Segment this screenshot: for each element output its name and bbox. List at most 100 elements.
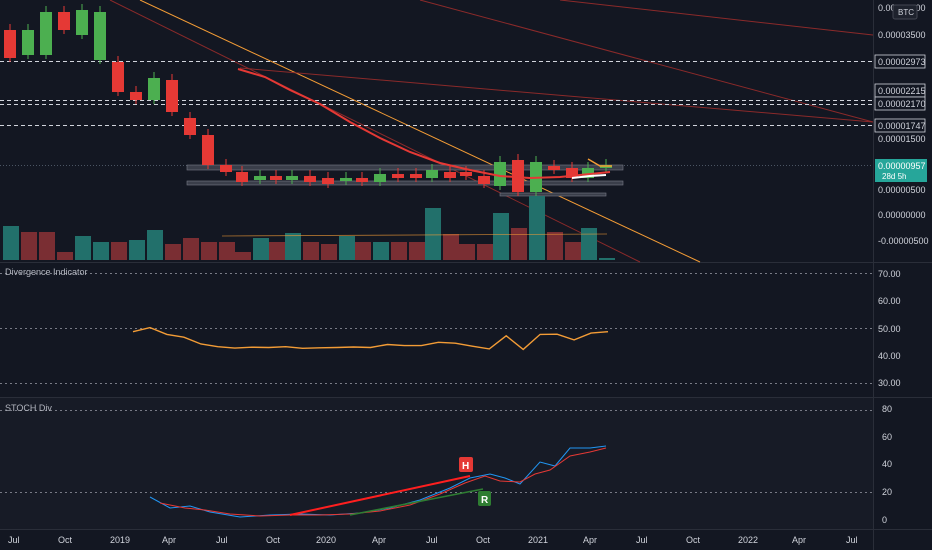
div-tick: 60.00 (878, 296, 901, 306)
price-axis[interactable]: 0.00000000 BTC 0.00003500 0.00001500 0.0… (874, 3, 929, 246)
candle[interactable] (184, 118, 196, 135)
candle[interactable] (460, 172, 472, 176)
level-label: 0.00002973 (878, 57, 926, 67)
volume-bar (565, 242, 581, 260)
time-label: Jul (216, 535, 228, 545)
candle[interactable] (40, 12, 52, 55)
volume-bar (425, 208, 441, 260)
time-label: 2019 (110, 535, 130, 545)
time-axis[interactable]: Jul Oct 2019 Apr Jul Oct 2020 Apr Jul Oc… (8, 535, 858, 545)
candle[interactable] (356, 178, 368, 182)
volume-bar (409, 242, 425, 260)
volume-bar (321, 244, 337, 260)
time-label: Jul (8, 535, 20, 545)
time-label: Jul (636, 535, 648, 545)
hidden-divergence-marker[interactable] (459, 457, 473, 472)
divergence-axis[interactable]: 70.00 60.00 50.00 40.00 30.00 (878, 269, 901, 388)
div-tick: 50.00 (878, 324, 901, 334)
symbol-label: BTC (898, 8, 914, 17)
candle[interactable] (548, 166, 560, 170)
price-tick: 0.00003500 (878, 30, 926, 40)
time-label: 2021 (528, 535, 548, 545)
countdown-label: 28d 5h (882, 172, 906, 181)
candle[interactable] (166, 80, 178, 112)
trendline-red-flat (559, 0, 874, 36)
candle[interactable] (236, 172, 248, 182)
candle[interactable] (304, 176, 316, 182)
volume-bar (147, 230, 163, 260)
volume-bar (165, 244, 181, 260)
ma-orange[interactable] (587, 158, 612, 167)
volume-bar (493, 213, 509, 260)
candle[interactable] (254, 176, 266, 180)
candle[interactable] (270, 176, 282, 180)
candle[interactable] (94, 12, 106, 60)
candle[interactable] (58, 12, 70, 30)
volume-bar (269, 242, 285, 260)
volume-bar (547, 232, 563, 260)
candle[interactable] (566, 168, 578, 178)
candle[interactable] (426, 170, 438, 178)
candle[interactable] (374, 174, 386, 182)
candle[interactable] (582, 168, 594, 178)
ma-white[interactable] (571, 174, 607, 179)
volume-bar (459, 244, 475, 260)
level-label: 0.00001747 (878, 121, 926, 131)
volume-bar (511, 228, 527, 260)
candle[interactable] (22, 30, 34, 55)
time-label: Apr (372, 535, 386, 545)
volume-bars (3, 196, 615, 260)
candle[interactable] (444, 172, 456, 178)
last-price-label: 0.00000957 (878, 161, 926, 171)
horizontal-levels[interactable] (0, 61, 873, 166)
divergence-pane[interactable]: 70.00 60.00 50.00 40.00 30.00 Divergence… (0, 267, 901, 388)
candle[interactable] (392, 174, 404, 178)
regular-divergence-marker[interactable] (478, 491, 491, 506)
volume-bar (355, 242, 371, 260)
trendline-drawings[interactable] (109, 0, 874, 263)
symbol-badge[interactable] (892, 4, 918, 20)
candle[interactable] (512, 160, 524, 192)
level-label-box (874, 118, 926, 133)
candle[interactable] (130, 92, 142, 100)
stoch-div-pane[interactable]: H R 80 60 40 20 0 STOCH Div (0, 403, 892, 525)
div-tick: 70.00 (878, 269, 901, 279)
stoch-d-line (159, 447, 607, 517)
candle[interactable] (4, 30, 16, 58)
candle[interactable] (410, 174, 422, 178)
stoch-axis[interactable]: 80 60 40 20 0 (882, 404, 892, 525)
candle[interactable] (286, 176, 298, 180)
volume-bar (39, 232, 55, 260)
volume-bar (219, 242, 235, 260)
stoch-tick: 60 (882, 432, 892, 442)
candle[interactable] (494, 162, 506, 186)
volume-bar (373, 242, 389, 260)
volume-bar (253, 238, 269, 260)
volume-bar (581, 228, 597, 260)
time-label: 2022 (738, 535, 758, 545)
trendline-red-low (239, 67, 874, 123)
candle[interactable] (220, 165, 232, 172)
volume-bar (75, 236, 91, 260)
ma-red[interactable] (237, 68, 611, 180)
last-price-badge (875, 159, 927, 182)
candle[interactable] (322, 178, 334, 184)
stoch-tick: 80 (882, 404, 892, 414)
candle[interactable] (112, 62, 124, 92)
volume-bar (303, 242, 319, 260)
candle[interactable] (76, 10, 88, 35)
range-box-bottom (499, 192, 607, 197)
time-label: Apr (162, 535, 176, 545)
bearish-divergence-line (289, 475, 471, 516)
range-box-lower (186, 180, 624, 186)
volume-bar (201, 242, 217, 260)
range-boxes[interactable] (186, 164, 624, 197)
candle[interactable] (478, 176, 490, 184)
candle[interactable] (148, 78, 160, 100)
candle[interactable] (202, 135, 214, 165)
marker-h-label: H (462, 461, 469, 472)
stoch-k-line (149, 445, 607, 518)
stoch-pane[interactable] (0, 398, 873, 530)
candle[interactable] (340, 178, 352, 181)
